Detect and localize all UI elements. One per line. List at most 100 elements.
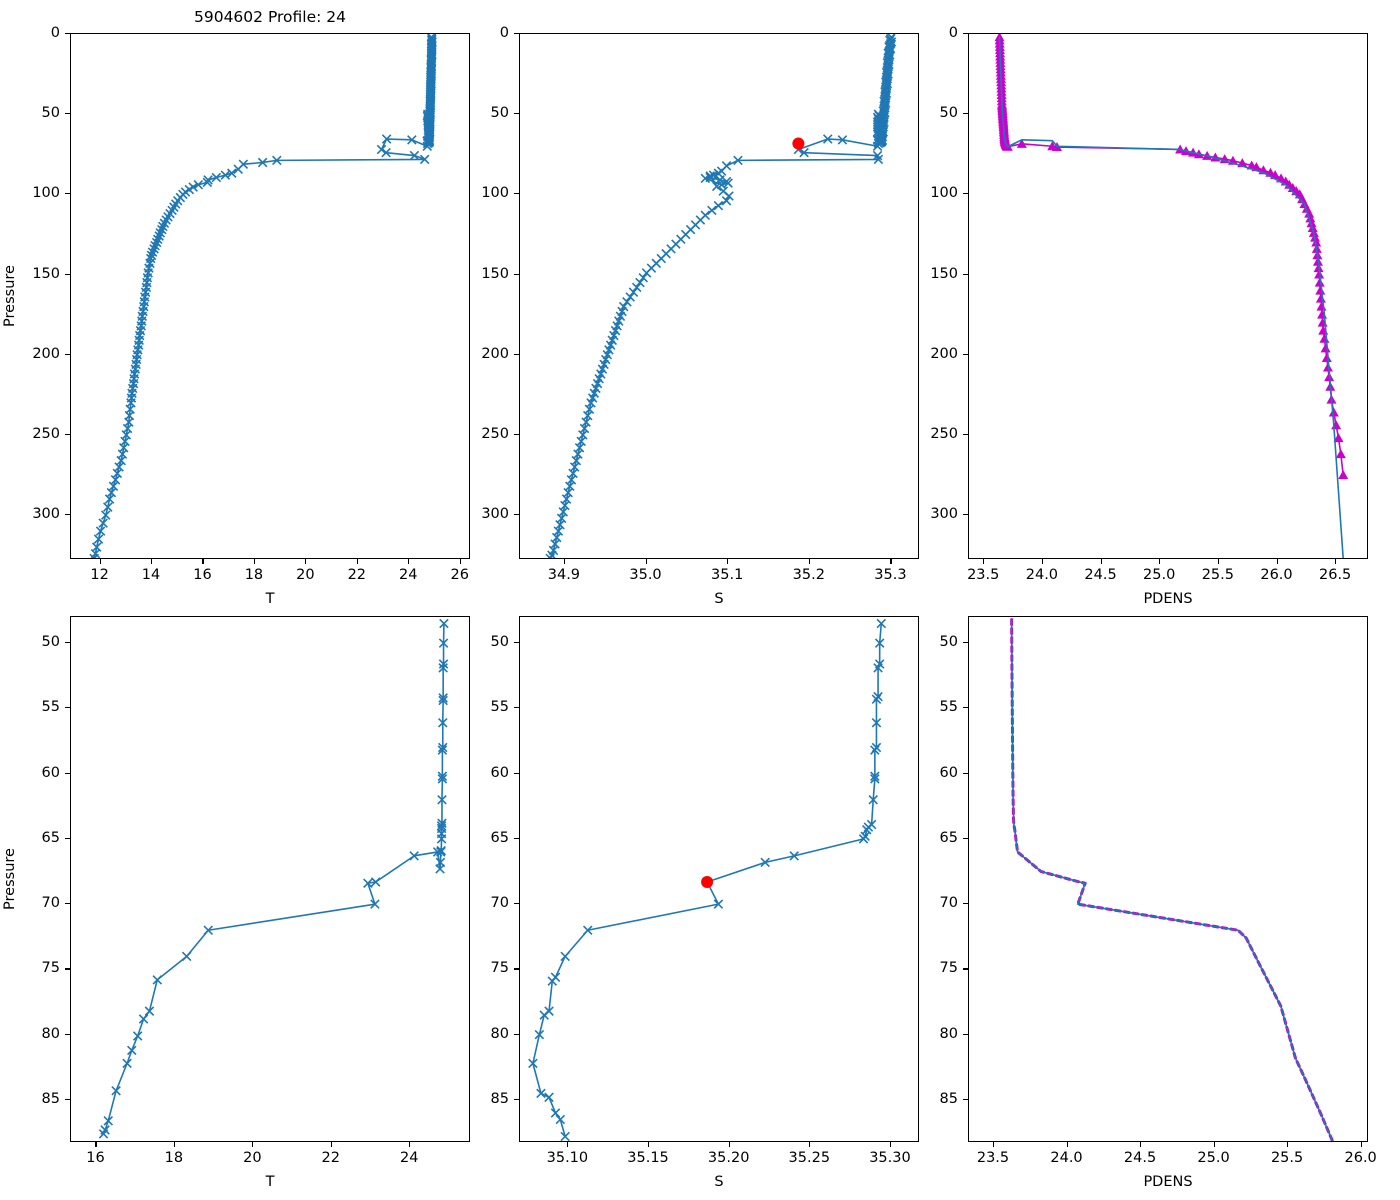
data-marker-x <box>604 345 614 355</box>
data-marker-triangle <box>997 105 1008 115</box>
data-marker-x <box>116 455 126 466</box>
data-marker-x <box>881 75 892 86</box>
data-marker-triangle <box>995 64 1006 74</box>
plot-area-panel-t-full <box>71 34 437 558</box>
data-marker-triangle <box>999 135 1010 145</box>
data-marker-x <box>202 177 213 188</box>
data-marker-x <box>423 119 434 129</box>
y-tick-mark <box>65 113 70 115</box>
data-marker-x <box>425 127 435 137</box>
data-marker-x <box>425 72 436 83</box>
x-tick-label: 16 <box>86 1150 105 1166</box>
data-marker-triangle <box>1333 433 1344 443</box>
x-tick-label: 24 <box>399 567 418 583</box>
x-tick-mark <box>983 559 985 564</box>
data-marker-x <box>882 74 893 84</box>
data-marker-triangle <box>997 104 1008 114</box>
data-marker-x <box>103 1116 114 1126</box>
data-marker-x <box>425 114 435 124</box>
data-marker-triangle <box>995 51 1006 61</box>
data-marker-x <box>877 128 888 139</box>
y-tick-mark <box>65 837 70 839</box>
data-marker-x <box>127 388 137 398</box>
y-tick-mark <box>65 33 70 35</box>
plot-area-panel-pdens-zoom <box>1010 618 1334 1141</box>
data-marker-x <box>184 184 195 195</box>
x-tick-mark <box>809 1142 811 1147</box>
flagged-point-marker[interactable] <box>701 875 714 888</box>
data-marker-x <box>874 638 885 648</box>
data-marker-triangle <box>999 134 1010 144</box>
data-marker-x <box>574 442 585 453</box>
data-marker-x <box>880 77 891 87</box>
data-marker-x <box>544 1092 554 1103</box>
data-marker-x <box>550 1108 561 1118</box>
data-marker-triangle <box>996 99 1007 109</box>
data-marker-x <box>582 410 593 421</box>
flagged-point-marker[interactable] <box>792 137 805 150</box>
data-marker-x <box>866 819 877 830</box>
data-marker-x <box>424 123 434 134</box>
data-marker-triangle <box>1308 227 1319 237</box>
y-tick-label: 85 <box>939 1090 958 1107</box>
series-T <box>98 618 449 1139</box>
data-marker-triangle <box>1312 256 1323 266</box>
data-marker-x <box>424 136 434 147</box>
data-marker-x <box>550 972 561 983</box>
data-marker-triangle <box>997 110 1008 120</box>
x-tick-label: 16 <box>193 567 212 583</box>
data-marker-triangle <box>1307 223 1318 233</box>
data-marker-x <box>370 899 380 909</box>
data-marker-triangle <box>1320 343 1331 353</box>
data-marker-triangle <box>1002 141 1013 151</box>
x-tick-mark <box>1213 1142 1215 1147</box>
data-marker-x <box>142 277 152 288</box>
data-marker-x <box>423 125 434 135</box>
data-marker-x <box>565 481 575 491</box>
data-marker-x <box>876 135 886 145</box>
data-marker-x <box>873 109 884 119</box>
data-marker-x <box>600 354 611 365</box>
axes-frame-panel-s-full <box>519 33 919 559</box>
data-marker-x <box>422 135 433 146</box>
data-marker-x <box>878 106 889 116</box>
data-marker-x <box>426 75 436 86</box>
data-marker-x <box>822 134 833 144</box>
data-marker-x <box>883 61 893 71</box>
data-marker-x <box>874 130 884 140</box>
data-marker-triangle <box>1000 136 1011 146</box>
data-marker-x <box>425 96 435 107</box>
data-marker-triangle <box>1304 208 1315 218</box>
data-marker-x <box>884 51 894 62</box>
data-marker-x <box>426 64 437 75</box>
data-marker-x <box>799 147 809 158</box>
y-tick-label: 150 <box>32 265 60 282</box>
data-marker-x <box>555 1114 566 1125</box>
x-tick-mark <box>1335 559 1337 564</box>
data-marker-x <box>238 159 249 169</box>
data-marker-triangle <box>1317 309 1328 319</box>
data-marker-x <box>881 80 892 91</box>
data-marker-x <box>425 107 436 118</box>
x-tick-label: 35.25 <box>788 1150 831 1166</box>
data-marker-x <box>880 99 890 110</box>
x-tick-label: 25.0 <box>1197 1150 1230 1166</box>
data-marker-x <box>885 43 896 54</box>
data-marker-triangle <box>1331 420 1342 430</box>
y-tick-label: 85 <box>490 1090 509 1107</box>
data-marker-x <box>884 42 894 52</box>
y-tick-mark <box>963 1033 968 1035</box>
x-tick-label: 25.0 <box>1143 567 1176 583</box>
data-marker-x <box>427 45 437 55</box>
data-marker-x <box>422 111 433 121</box>
data-marker-x <box>407 135 417 145</box>
data-marker-x <box>140 287 151 297</box>
data-marker-triangle <box>1000 136 1011 146</box>
data-marker-triangle <box>1002 141 1013 151</box>
y-tick-label: 50 <box>41 105 60 122</box>
data-marker-x <box>587 393 598 403</box>
data-marker-x <box>579 423 590 434</box>
x-tick-label: 18 <box>244 567 264 583</box>
data-marker-x <box>875 137 885 148</box>
x-tick-label: 23.5 <box>976 1150 1010 1166</box>
